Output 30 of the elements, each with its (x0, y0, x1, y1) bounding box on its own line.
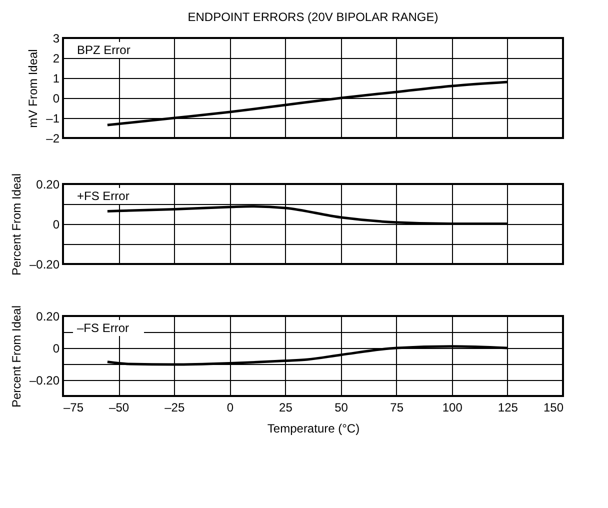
y-tick-label: 0 (52, 218, 60, 232)
y-tick-label: –2 (46, 132, 60, 146)
y-tick-label: 0.20 (36, 178, 60, 192)
y-tick-label: –0.20 (29, 374, 60, 388)
text: –FS Error (77, 321, 130, 335)
x-tick-label: 150 (543, 400, 564, 414)
y-tick-label: –0.20 (29, 258, 60, 272)
y-tick-label: 0.20 (36, 310, 60, 324)
y-axis-title: Percent From Ideal (9, 305, 24, 408)
x-tick-label: –75 (64, 400, 84, 414)
chart-title: ENDPOINT ERRORS (20V BIPOLAR RANGE) (188, 10, 438, 24)
x-tick-label: 25 (279, 400, 293, 414)
y-axis-title: Percent From Ideal (9, 173, 24, 276)
x-tick-label: 75 (390, 400, 404, 414)
y-tick-label: 0 (52, 342, 60, 356)
y-tick-label: 2 (52, 52, 60, 66)
y-tick-label: 1 (52, 72, 60, 86)
x-tick-label: 0 (226, 400, 234, 414)
y-axis-title: mV From Ideal (26, 49, 40, 128)
y-tick-label: –1 (46, 112, 60, 126)
x-tick-label: 50 (334, 400, 348, 414)
x-tick-label: –50 (109, 400, 130, 414)
x-tick-label: 125 (498, 400, 518, 414)
y-tick-label: 0 (52, 92, 60, 106)
x-tick-label: 100 (442, 400, 463, 414)
text: BPZ Error (77, 43, 130, 57)
x-tick-label: –25 (164, 400, 185, 414)
x-axis-title: Temperature (°C) (267, 422, 360, 436)
series-label: +FS Error (77, 189, 130, 203)
y-tick-label: 3 (52, 32, 60, 46)
